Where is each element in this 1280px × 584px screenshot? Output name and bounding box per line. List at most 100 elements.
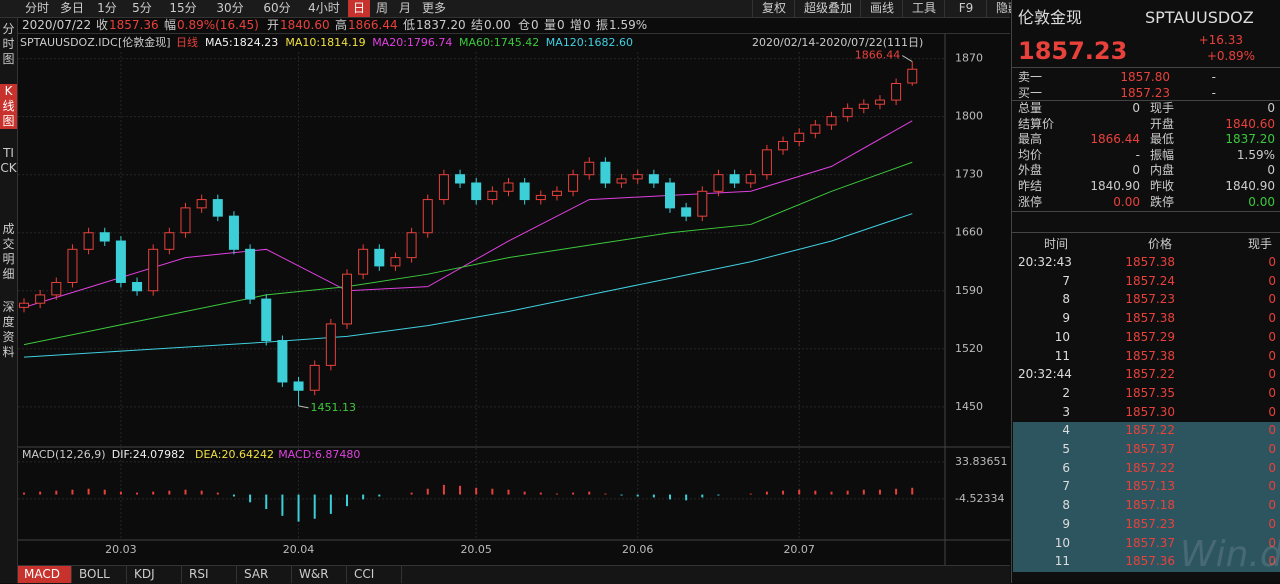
period-button[interactable]: 月 [398, 1, 411, 15]
indicator-tab[interactable]: SAR [238, 566, 292, 583]
candle-body [665, 182, 675, 209]
tick-cell: 11 [1054, 348, 1070, 363]
tool-button[interactable]: 画线 [860, 0, 903, 17]
stat-value: 0 [1267, 163, 1275, 178]
info-value: 1866.44 [348, 18, 398, 32]
indicator-tab[interactable]: BOLL [73, 566, 127, 583]
candle-body [616, 178, 627, 184]
period-button[interactable]: 1分 [97, 1, 117, 15]
period-button[interactable]: 30分 [216, 1, 244, 15]
period-button[interactable]: 15分 [169, 1, 197, 15]
candle-body [697, 190, 708, 217]
stat-value: 1837.20 [1225, 132, 1275, 147]
candle-body [568, 174, 579, 192]
tick-cell: 1857.22 [1125, 423, 1175, 438]
indicator-tab[interactable]: KDJ [128, 566, 182, 583]
indicator-tab[interactable]: RSI [183, 566, 237, 583]
macd-legend: DIF:24.07982 [112, 448, 185, 461]
tick-cell: 4 [1062, 423, 1070, 438]
tick-header: 价格 [1148, 237, 1173, 251]
candle-body [503, 182, 514, 192]
tick-cell: 9 [1062, 311, 1070, 326]
indicator-tab[interactable]: W&R [293, 566, 347, 583]
candle-body [19, 302, 29, 308]
macd-tick-label: -4.52334 [955, 492, 1004, 505]
book-label: 买一 [1018, 86, 1043, 100]
y-tick-label: 1800 [955, 110, 983, 123]
sep [1012, 211, 1280, 212]
info-value: 0.00 [484, 18, 511, 32]
tick-cell: 9 [1062, 516, 1070, 531]
divider [18, 33, 1010, 34]
tick-cell: 7 [1062, 273, 1070, 288]
tick-cell: 0 [1268, 367, 1276, 382]
candle-body [907, 68, 918, 84]
side-tab[interactable]: 成交明细 [2, 222, 15, 281]
tool-button[interactable]: F9 [944, 0, 987, 17]
candle-body [342, 273, 352, 325]
indicator-tab[interactable]: MACD [18, 566, 72, 583]
candle-body [245, 248, 256, 300]
tab-bar [18, 565, 1010, 584]
candle-body [132, 281, 143, 292]
info-label: 开 [267, 18, 280, 32]
stat-label: 昨结 [1018, 179, 1043, 193]
tick-highlight [1013, 422, 1280, 572]
legend-symbol: SPTAUUSDOZ.IDC [20, 36, 118, 49]
side-tab[interactable]: 分时图 [2, 22, 15, 66]
period-button[interactable]: 4小时 [308, 1, 340, 15]
candle-body [422, 199, 433, 234]
tick-cell: 0 [1268, 311, 1276, 326]
stat-label: 结算价 [1018, 116, 1055, 131]
info-value: 1857.36 [109, 18, 159, 32]
tick-cell: 11 [1054, 554, 1070, 569]
tick-cell: 8 [1062, 498, 1070, 513]
stat-value: 1866.44 [1090, 132, 1140, 147]
tick-cell: 0 [1268, 255, 1276, 269]
stat-label: 内盘 [1150, 163, 1175, 178]
candle-body [83, 232, 94, 250]
tool-button[interactable]: 工具 [902, 0, 945, 17]
stat-label: 现手 [1150, 101, 1175, 115]
candle-body [293, 381, 304, 391]
period-button[interactable]: 日 [348, 0, 370, 17]
period-button[interactable]: 分时 [24, 1, 49, 15]
period-button[interactable]: 周 [375, 1, 388, 15]
period-button[interactable]: 60分 [263, 1, 291, 15]
candle-body [584, 161, 595, 176]
info-value: 0.89%(16.45) [177, 18, 259, 32]
side-tab[interactable]: K线图 [0, 84, 17, 129]
candle-body [438, 174, 449, 201]
candle-body [471, 182, 482, 201]
tick-cell: 1857.22 [1125, 367, 1175, 382]
legend-ma: MA120:1682.60 [545, 36, 634, 49]
info-label: 低 [403, 18, 416, 32]
info-label: 结 [471, 18, 484, 32]
period-button[interactable]: 更多 [421, 1, 446, 15]
tick-cell: 1857.22 [1125, 460, 1175, 475]
macd-legend: MACD(12,26,9) [22, 448, 106, 461]
tick-cell: 1857.38 [1125, 311, 1175, 326]
tick-cell: 0 [1268, 423, 1276, 438]
low-annotation: 1451.13 [311, 401, 357, 414]
chart: 1450 1520 1590 1660 1730 1800 1870 20.03 20.04 20… [18, 34, 1010, 567]
candle-body [632, 174, 643, 180]
y-tick-label: 1520 [955, 342, 983, 355]
tick-cell: 10 [1054, 329, 1070, 344]
macd-legend: DEA:20.64242 [195, 448, 274, 461]
candle-body [487, 190, 498, 201]
tick-cell: 0 [1268, 329, 1276, 344]
stat-value: 0 [1267, 101, 1275, 115]
tool-button[interactable]: 超级叠加 [794, 0, 861, 17]
side-tab[interactable]: 深度资料 [2, 300, 15, 359]
tick-cell: 10 [1054, 535, 1070, 550]
tool-button[interactable]: 复权 [752, 0, 795, 17]
indicator-tab[interactable]: CCI [348, 566, 402, 583]
info-value: 0 [583, 18, 591, 32]
tick-cell: 8 [1062, 292, 1070, 307]
watermark: Win.d [1180, 534, 1280, 575]
period-button[interactable]: 多日 [59, 1, 84, 15]
side-tab[interactable]: TICK [0, 146, 17, 175]
period-button[interactable]: 5分 [132, 1, 152, 15]
quote-name: 伦敦金现 [1018, 8, 1083, 27]
